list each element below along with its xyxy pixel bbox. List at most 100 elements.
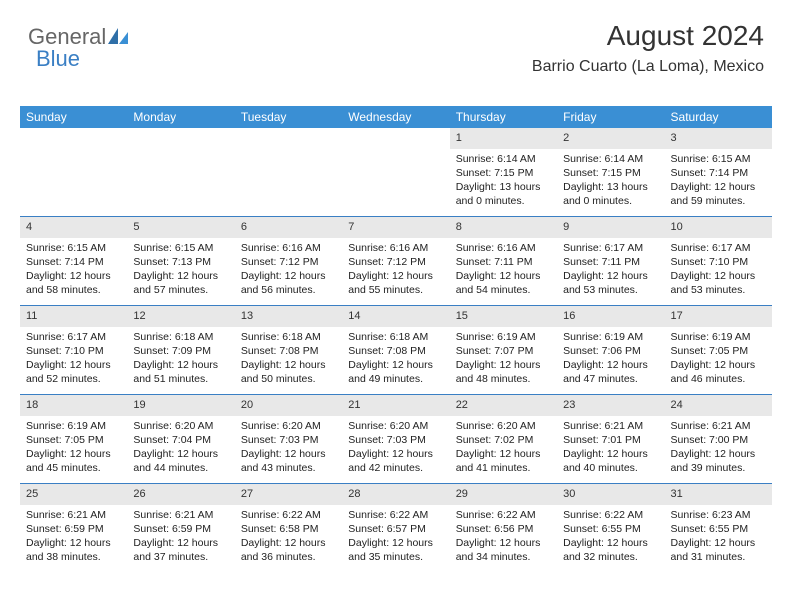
calendar: SundayMondayTuesdayWednesdayThursdayFrid…	[20, 106, 772, 572]
sunrise-text: Sunrise: 6:19 AM	[26, 419, 121, 433]
daylight-text: Daylight: 12 hours and 38 minutes.	[26, 536, 121, 564]
day-cell: 30Sunrise: 6:22 AMSunset: 6:55 PMDayligh…	[557, 484, 664, 572]
sunset-text: Sunset: 7:06 PM	[563, 344, 658, 358]
day-content: Sunrise: 6:21 AMSunset: 7:01 PMDaylight:…	[557, 416, 664, 481]
daylight-text: Daylight: 12 hours and 43 minutes.	[241, 447, 336, 475]
daylight-text: Daylight: 12 hours and 59 minutes.	[671, 180, 766, 208]
week-row: 1Sunrise: 6:14 AMSunset: 7:15 PMDaylight…	[20, 128, 772, 216]
day-cell: 3Sunrise: 6:15 AMSunset: 7:14 PMDaylight…	[665, 128, 772, 216]
day-number: 30	[557, 484, 664, 505]
day-cell: 4Sunrise: 6:15 AMSunset: 7:14 PMDaylight…	[20, 217, 127, 305]
daylight-text: Daylight: 12 hours and 41 minutes.	[456, 447, 551, 475]
daylight-text: Daylight: 12 hours and 36 minutes.	[241, 536, 336, 564]
sunrise-text: Sunrise: 6:17 AM	[26, 330, 121, 344]
day-cell: 21Sunrise: 6:20 AMSunset: 7:03 PMDayligh…	[342, 395, 449, 483]
sunrise-text: Sunrise: 6:18 AM	[241, 330, 336, 344]
daylight-text: Daylight: 13 hours and 0 minutes.	[456, 180, 551, 208]
day-header: Sunday	[20, 106, 127, 128]
day-number: 28	[342, 484, 449, 505]
daylight-text: Daylight: 12 hours and 58 minutes.	[26, 269, 121, 297]
daylight-text: Daylight: 12 hours and 56 minutes.	[241, 269, 336, 297]
daylight-text: Daylight: 12 hours and 45 minutes.	[26, 447, 121, 475]
daylight-text: Daylight: 12 hours and 47 minutes.	[563, 358, 658, 386]
sunset-text: Sunset: 7:03 PM	[241, 433, 336, 447]
sunrise-text: Sunrise: 6:15 AM	[133, 241, 228, 255]
daylight-text: Daylight: 12 hours and 42 minutes.	[348, 447, 443, 475]
day-content: Sunrise: 6:19 AMSunset: 7:06 PMDaylight:…	[557, 327, 664, 392]
day-header: Monday	[127, 106, 234, 128]
day-content: Sunrise: 6:19 AMSunset: 7:05 PMDaylight:…	[20, 416, 127, 481]
header: August 2024 Barrio Cuarto (La Loma), Mex…	[532, 20, 764, 76]
day-number: 16	[557, 306, 664, 327]
sunset-text: Sunset: 7:14 PM	[26, 255, 121, 269]
day-cell: 28Sunrise: 6:22 AMSunset: 6:57 PMDayligh…	[342, 484, 449, 572]
day-number: 12	[127, 306, 234, 327]
day-cell: 18Sunrise: 6:19 AMSunset: 7:05 PMDayligh…	[20, 395, 127, 483]
day-number: 29	[450, 484, 557, 505]
day-cell	[127, 128, 234, 216]
day-number: 3	[665, 128, 772, 149]
day-content: Sunrise: 6:16 AMSunset: 7:12 PMDaylight:…	[235, 238, 342, 303]
day-content: Sunrise: 6:21 AMSunset: 6:59 PMDaylight:…	[127, 505, 234, 570]
sunrise-text: Sunrise: 6:19 AM	[671, 330, 766, 344]
sunset-text: Sunset: 7:08 PM	[348, 344, 443, 358]
day-number: 8	[450, 217, 557, 238]
day-cell: 10Sunrise: 6:17 AMSunset: 7:10 PMDayligh…	[665, 217, 772, 305]
day-cell: 22Sunrise: 6:20 AMSunset: 7:02 PMDayligh…	[450, 395, 557, 483]
sunset-text: Sunset: 7:11 PM	[563, 255, 658, 269]
daylight-text: Daylight: 12 hours and 34 minutes.	[456, 536, 551, 564]
sunrise-text: Sunrise: 6:21 AM	[26, 508, 121, 522]
day-header-row: SundayMondayTuesdayWednesdayThursdayFrid…	[20, 106, 772, 128]
day-cell	[342, 128, 449, 216]
day-header: Friday	[557, 106, 664, 128]
day-content: Sunrise: 6:19 AMSunset: 7:07 PMDaylight:…	[450, 327, 557, 392]
sunset-text: Sunset: 7:09 PM	[133, 344, 228, 358]
day-content: Sunrise: 6:18 AMSunset: 7:08 PMDaylight:…	[235, 327, 342, 392]
sunset-text: Sunset: 7:08 PM	[241, 344, 336, 358]
day-content: Sunrise: 6:23 AMSunset: 6:55 PMDaylight:…	[665, 505, 772, 570]
day-number: 20	[235, 395, 342, 416]
sunrise-text: Sunrise: 6:19 AM	[563, 330, 658, 344]
day-content: Sunrise: 6:21 AMSunset: 6:59 PMDaylight:…	[20, 505, 127, 570]
day-number: 31	[665, 484, 772, 505]
day-content: Sunrise: 6:19 AMSunset: 7:05 PMDaylight:…	[665, 327, 772, 392]
sunset-text: Sunset: 6:55 PM	[671, 522, 766, 536]
sunset-text: Sunset: 6:56 PM	[456, 522, 551, 536]
sunrise-text: Sunrise: 6:17 AM	[671, 241, 766, 255]
sunrise-text: Sunrise: 6:22 AM	[563, 508, 658, 522]
day-cell: 27Sunrise: 6:22 AMSunset: 6:58 PMDayligh…	[235, 484, 342, 572]
day-number: 24	[665, 395, 772, 416]
day-cell: 17Sunrise: 6:19 AMSunset: 7:05 PMDayligh…	[665, 306, 772, 394]
day-content: Sunrise: 6:22 AMSunset: 6:58 PMDaylight:…	[235, 505, 342, 570]
sunrise-text: Sunrise: 6:15 AM	[26, 241, 121, 255]
sunset-text: Sunset: 7:05 PM	[26, 433, 121, 447]
sunrise-text: Sunrise: 6:16 AM	[241, 241, 336, 255]
daylight-text: Daylight: 12 hours and 37 minutes.	[133, 536, 228, 564]
day-content: Sunrise: 6:16 AMSunset: 7:12 PMDaylight:…	[342, 238, 449, 303]
sunset-text: Sunset: 7:03 PM	[348, 433, 443, 447]
day-number: 6	[235, 217, 342, 238]
daylight-text: Daylight: 12 hours and 49 minutes.	[348, 358, 443, 386]
day-cell: 6Sunrise: 6:16 AMSunset: 7:12 PMDaylight…	[235, 217, 342, 305]
day-number: 19	[127, 395, 234, 416]
day-cell: 8Sunrise: 6:16 AMSunset: 7:11 PMDaylight…	[450, 217, 557, 305]
sunrise-text: Sunrise: 6:14 AM	[456, 152, 551, 166]
sunrise-text: Sunrise: 6:22 AM	[456, 508, 551, 522]
day-content: Sunrise: 6:15 AMSunset: 7:14 PMDaylight:…	[665, 149, 772, 214]
week-row: 11Sunrise: 6:17 AMSunset: 7:10 PMDayligh…	[20, 305, 772, 394]
sunset-text: Sunset: 7:02 PM	[456, 433, 551, 447]
day-content: Sunrise: 6:22 AMSunset: 6:55 PMDaylight:…	[557, 505, 664, 570]
sunset-text: Sunset: 7:10 PM	[671, 255, 766, 269]
sunrise-text: Sunrise: 6:20 AM	[348, 419, 443, 433]
day-header: Saturday	[665, 106, 772, 128]
sunset-text: Sunset: 7:11 PM	[456, 255, 551, 269]
sunset-text: Sunset: 7:00 PM	[671, 433, 766, 447]
sunset-text: Sunset: 6:58 PM	[241, 522, 336, 536]
day-number: 23	[557, 395, 664, 416]
day-cell: 19Sunrise: 6:20 AMSunset: 7:04 PMDayligh…	[127, 395, 234, 483]
day-number: 14	[342, 306, 449, 327]
day-content: Sunrise: 6:17 AMSunset: 7:10 PMDaylight:…	[20, 327, 127, 392]
day-cell: 2Sunrise: 6:14 AMSunset: 7:15 PMDaylight…	[557, 128, 664, 216]
sunrise-text: Sunrise: 6:18 AM	[133, 330, 228, 344]
sunset-text: Sunset: 6:59 PM	[26, 522, 121, 536]
